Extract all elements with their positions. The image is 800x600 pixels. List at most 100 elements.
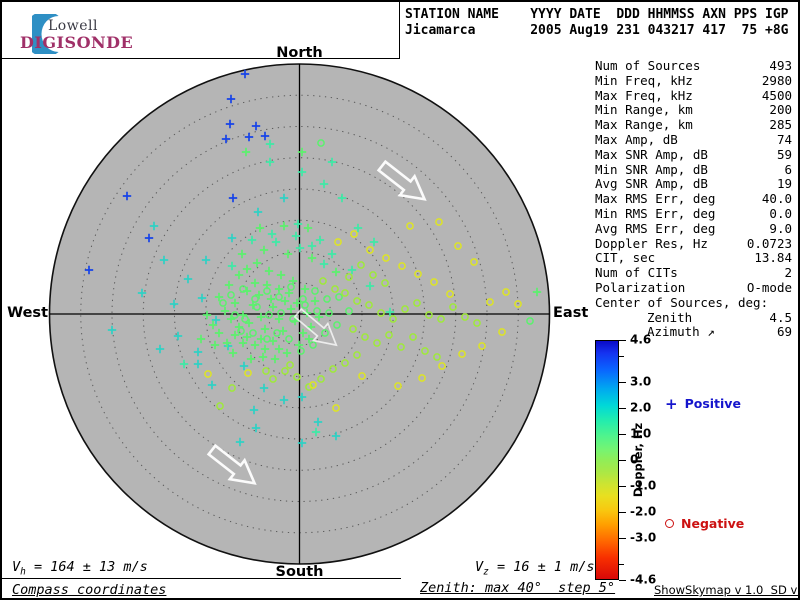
source-point-positive: [253, 207, 263, 217]
source-point-negative: [293, 373, 301, 381]
source-point-positive: [297, 147, 307, 157]
colorbar-tick: [619, 564, 624, 566]
source-point-positive: [210, 340, 220, 350]
logo-digisonde-text: DIGISONDE: [20, 33, 134, 52]
info-row: Center of Sources, deg:: [595, 294, 769, 310]
source-point-positive: [220, 306, 230, 316]
colorbar-tick-label: 1.0: [630, 426, 652, 441]
source-point-positive: [240, 69, 250, 79]
drift-direction-arrow: [376, 159, 427, 201]
source-point-negative: [333, 321, 341, 329]
source-point-negative: [458, 350, 466, 358]
source-point-negative: [329, 365, 337, 373]
compass-label-east: East: [553, 305, 589, 321]
source-point-positive: [266, 294, 276, 304]
source-point-negative: [365, 301, 373, 309]
source-point-positive: [304, 334, 314, 344]
source-point-positive: [310, 296, 320, 306]
source-point-negative: [309, 341, 317, 349]
doppler-colorbar: [595, 340, 619, 580]
source-point-negative: [263, 335, 271, 343]
colorbar-tick: [619, 538, 626, 540]
source-point-positive: [144, 233, 154, 243]
info-row: Azimuth ↗ 69: [647, 324, 792, 340]
source-point-positive: [244, 132, 254, 142]
source-point-positive: [297, 392, 307, 402]
info-row: Min RMS Err, deg 0.0: [595, 205, 792, 221]
source-point-negative: [433, 353, 441, 361]
source-point-negative: [470, 258, 478, 266]
digisonde-crescent-icon: [32, 14, 59, 54]
colorbar-tick-label: 2.0: [630, 400, 652, 415]
source-point-positive: [214, 292, 224, 302]
legend-negative-label: Negative: [681, 516, 745, 531]
source-point-positive: [327, 249, 337, 259]
source-point-positive: [214, 328, 224, 338]
source-point-positive: [327, 157, 337, 167]
source-point-positive: [250, 340, 260, 350]
legend-positive: + Positive: [665, 393, 741, 413]
source-point-positive: [274, 344, 284, 354]
source-point-positive: [313, 417, 323, 427]
colorbar-tick-label: -1.0: [630, 478, 657, 493]
source-point-positive: [208, 320, 218, 330]
source-point-positive: [256, 312, 266, 322]
zenith-range-note: Zenith: max 40° step 5°: [420, 580, 616, 596]
drift-direction-arrow: [206, 443, 257, 485]
logo-lowell-text: Lowell: [48, 18, 98, 34]
source-point-positive: [183, 274, 193, 284]
info-row: Min Range, km 200: [595, 102, 792, 118]
source-point-negative: [413, 299, 421, 307]
source-point-negative: [251, 295, 259, 303]
source-point-negative: [219, 299, 227, 307]
source-point-positive: [283, 249, 293, 259]
source-point-positive: [532, 287, 542, 297]
colorbar-tick-label: -2.0: [630, 504, 657, 519]
source-point-positive: [259, 383, 269, 393]
source-point-negative: [341, 289, 349, 297]
info-row: Max Range, km 285: [595, 117, 792, 133]
source-point-positive: [252, 258, 262, 268]
source-point-positive: [207, 380, 217, 390]
source-point-positive: [279, 395, 289, 405]
vertical-velocity-readout: Vz = 16 ± 1 m/s: [475, 559, 595, 578]
source-point-positive: [279, 221, 289, 231]
source-point-negative: [435, 218, 443, 226]
source-point-negative: [397, 343, 405, 351]
source-point-positive: [300, 284, 310, 294]
source-point-negative: [421, 347, 429, 355]
legend-negative: Negative: [665, 513, 744, 532]
source-point-negative: [357, 261, 365, 269]
source-point-positive: [270, 354, 280, 364]
source-point-positive: [242, 264, 252, 274]
source-point-positive: [237, 249, 247, 259]
plus-marker-icon: +: [665, 395, 678, 413]
source-point-positive: [197, 293, 207, 303]
source-point-negative: [398, 262, 406, 270]
source-point-negative: [446, 290, 454, 298]
source-point-negative: [425, 311, 433, 319]
source-point-positive: [279, 193, 289, 203]
source-point-negative: [358, 372, 366, 380]
header-station-values: Jicamarca 2005 Aug19 231 043217 417 75 +…: [405, 23, 789, 38]
horizontal-velocity-readout: Vh = 164 ± 13 m/s: [12, 559, 148, 578]
source-point-positive: [297, 167, 307, 177]
source-point-positive: [193, 347, 203, 357]
source-point-positive: [247, 235, 257, 245]
source-point-positive: [202, 310, 212, 320]
source-point-positive: [84, 265, 94, 275]
source-point-positive: [239, 361, 249, 371]
source-point-negative: [244, 369, 252, 377]
source-point-negative: [454, 242, 462, 250]
source-point-positive: [196, 334, 206, 344]
source-point-negative: [437, 315, 445, 323]
source-point-positive: [238, 338, 248, 348]
info-row: Max Amp, dB 74: [595, 131, 792, 147]
source-point-positive: [260, 344, 270, 354]
source-point-positive: [201, 255, 211, 265]
source-point-positive: [235, 437, 245, 447]
legend-positive-label: Positive: [684, 396, 741, 411]
source-point-negative: [366, 246, 374, 254]
source-point-positive: [226, 314, 236, 324]
